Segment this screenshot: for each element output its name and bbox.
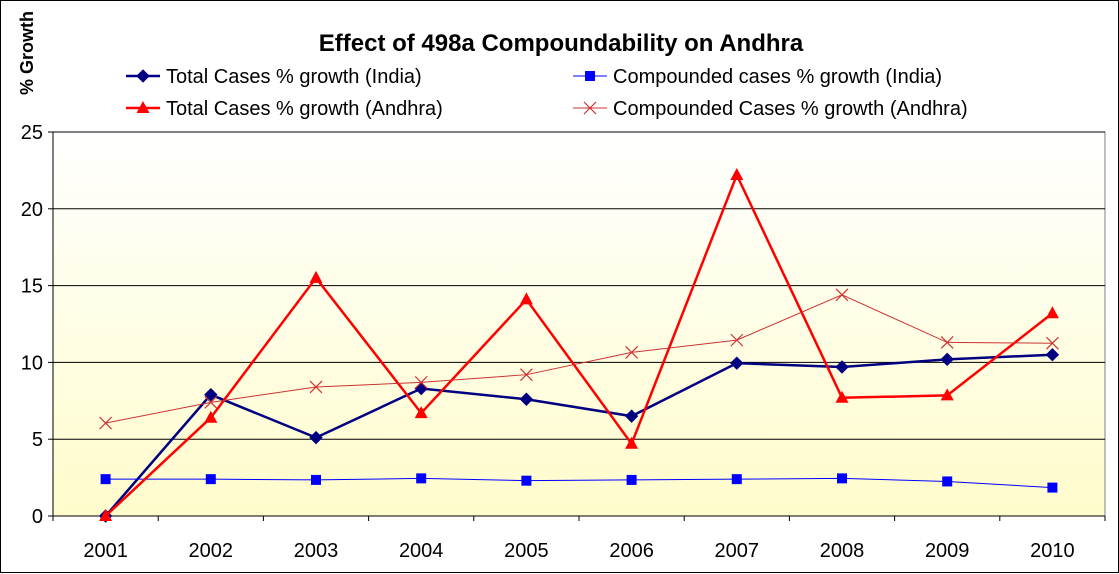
data-point xyxy=(835,360,849,374)
legend-marker xyxy=(136,69,150,83)
data-point xyxy=(730,168,744,181)
data-point xyxy=(1045,348,1060,362)
legend: Total Cases % growth (India) Compounded c… xyxy=(126,66,968,120)
data-point xyxy=(835,390,849,403)
series-lines xyxy=(98,168,1060,523)
data-point xyxy=(730,333,744,347)
y-tick-label: 0 xyxy=(32,506,43,528)
data-point xyxy=(99,416,113,430)
data-point xyxy=(416,473,427,484)
data-point xyxy=(940,352,954,367)
data-point xyxy=(626,474,637,485)
data-point xyxy=(205,474,216,485)
x-tick-label: 2007 xyxy=(715,540,760,562)
y-axis-label: % Growth xyxy=(17,11,37,95)
data-point xyxy=(625,345,639,359)
legend-entry: Total Cases % growth (India) xyxy=(126,66,422,88)
plot-area xyxy=(52,131,1106,517)
x-tick-label: 2003 xyxy=(294,540,339,562)
y-tick-label: 15 xyxy=(21,276,43,298)
series-1 xyxy=(100,473,1058,493)
data-point xyxy=(837,473,847,484)
legend-label: Total Cases % growth (India) xyxy=(166,66,422,88)
data-point xyxy=(204,410,218,423)
data-point xyxy=(1047,482,1058,493)
x-tick-label: 2005 xyxy=(504,540,549,562)
data-point xyxy=(99,509,113,521)
data-point xyxy=(521,475,532,486)
x-tick-label: 2002 xyxy=(189,540,234,562)
data-point xyxy=(414,406,428,419)
series-line xyxy=(104,171,1054,517)
gridlines xyxy=(53,131,1105,440)
data-point xyxy=(204,387,218,402)
data-point xyxy=(204,395,218,409)
data-point xyxy=(940,336,954,349)
data-point xyxy=(731,474,742,485)
series-line xyxy=(105,294,1053,424)
data-point xyxy=(625,436,639,449)
legend-label: Compounded Cases % growth (Andhra) xyxy=(613,98,968,120)
y-tick-label: 20 xyxy=(21,199,43,221)
series-2 xyxy=(99,168,1059,521)
legend-entry: Compounded Cases % growth (Andhra) xyxy=(573,98,968,120)
legend-entry: Compounded cases % growth (India) xyxy=(573,66,942,88)
legend-entry: Total Cases % growth (Andhra) xyxy=(126,98,443,120)
series-line xyxy=(105,477,1053,489)
x-tick-label: 2004 xyxy=(399,540,444,562)
y-tick-label: 5 xyxy=(32,429,43,451)
data-point xyxy=(519,392,534,406)
data-point xyxy=(1045,336,1059,350)
x-tick-label: 2010 xyxy=(1030,540,1075,562)
legend-label: Total Cases % growth (Andhra) xyxy=(166,98,443,120)
chart-title: Effect of 498a Compoundability on Andhra xyxy=(319,30,804,57)
data-point xyxy=(835,288,849,302)
y-tick-label: 25 xyxy=(21,122,43,144)
x-tick-label: 2009 xyxy=(925,540,970,562)
legend-marker xyxy=(585,71,595,81)
data-point xyxy=(940,388,954,401)
data-point xyxy=(311,474,321,485)
data-point xyxy=(730,356,744,370)
legend-marker xyxy=(136,101,150,113)
series-line xyxy=(104,353,1053,517)
data-point xyxy=(309,430,323,445)
data-point xyxy=(519,368,533,382)
data-point xyxy=(309,270,323,283)
axes: 0 5 10 15 20 25 2001 2002 2003 2004 2005 2006 2007 20… xyxy=(21,122,1106,562)
data-point xyxy=(414,375,428,389)
data-point xyxy=(309,380,323,394)
data-point xyxy=(624,409,639,423)
data-point xyxy=(519,292,533,305)
x-tick-label: 2006 xyxy=(609,540,654,562)
x-tick-label: 2008 xyxy=(820,540,865,562)
data-point xyxy=(1045,306,1059,319)
data-point xyxy=(100,474,111,485)
y-tick-label: 10 xyxy=(21,352,43,374)
data-point xyxy=(942,476,953,487)
series-3 xyxy=(99,288,1059,430)
x-tick-label: 2001 xyxy=(83,540,128,562)
legend-marker xyxy=(583,101,597,115)
legend-label: Compounded cases % growth (India) xyxy=(613,66,942,88)
